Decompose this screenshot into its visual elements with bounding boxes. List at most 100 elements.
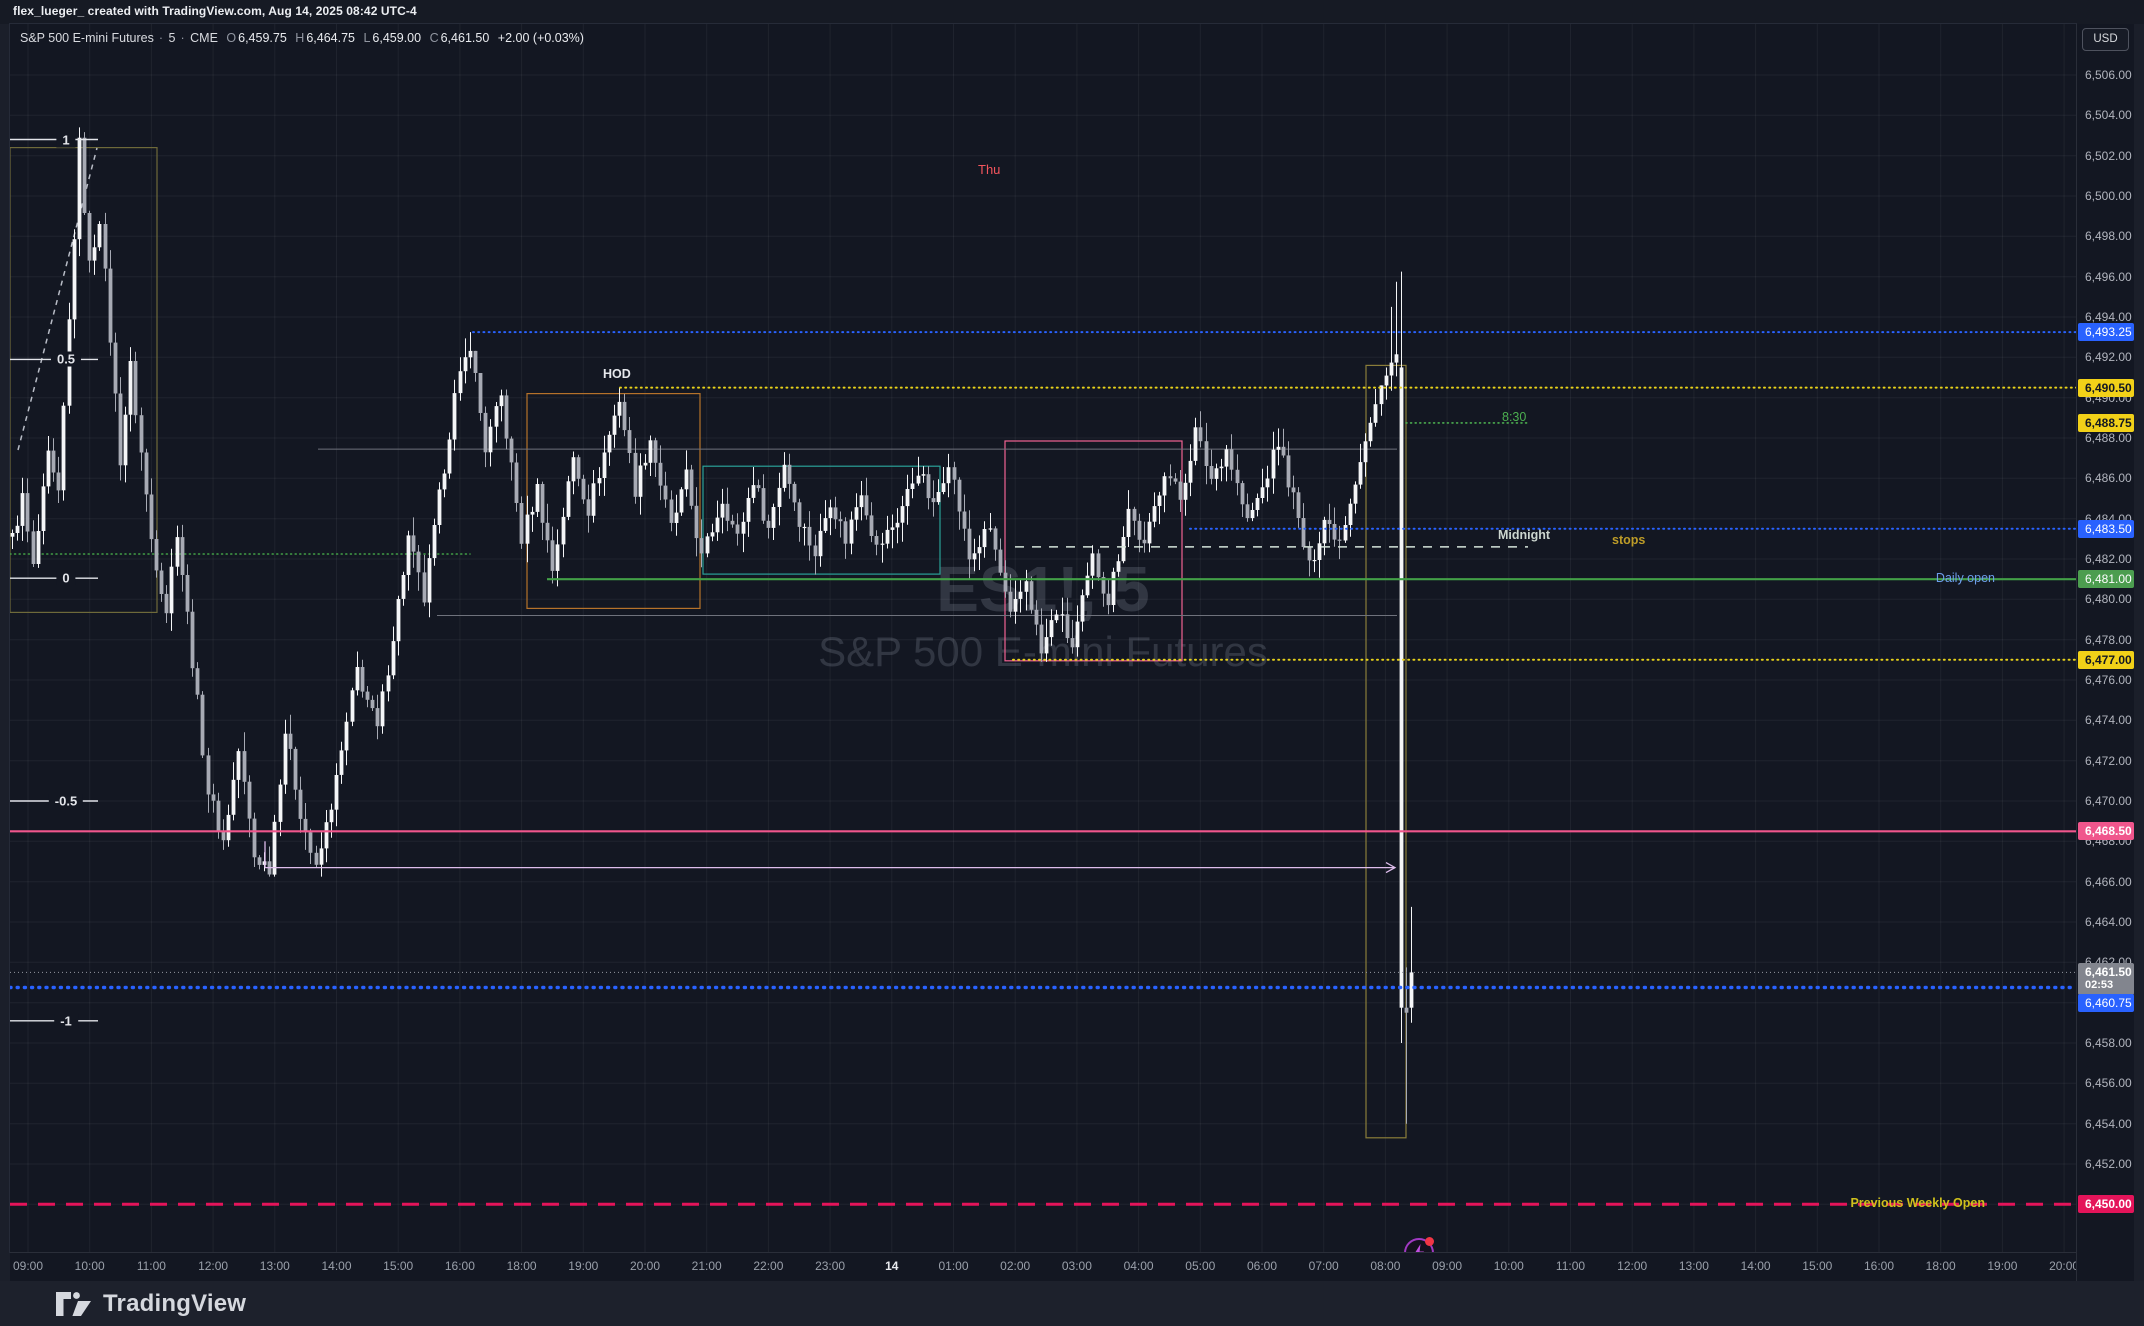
legend-exchange: CME — [190, 31, 218, 45]
time-tick: 19:00 — [1987, 1259, 2018, 1273]
time-tick: 09:00 — [1432, 1259, 1463, 1273]
time-tick: 15:00 — [383, 1259, 414, 1273]
price-badge-646150: 6,461.50 02:53 — [2078, 963, 2134, 996]
time-tick: 12:00 — [1617, 1259, 1648, 1273]
legend-open-value: 6,459.75 — [238, 31, 287, 45]
fib-label-1[interactable]: 1 — [56, 132, 76, 147]
price-badge-649325: 6,493.25 — [2078, 323, 2134, 342]
alert-red-dot — [1425, 1237, 1434, 1246]
time-tick: 20:00 — [2049, 1259, 2080, 1273]
time-tick: 16:00 — [1863, 1259, 1895, 1273]
price-badge-648875: 6,488.75 — [2078, 413, 2134, 432]
legend-high-label: H — [295, 31, 305, 45]
price-badge-648100: 6,481.00 — [2078, 570, 2134, 589]
price-tick: 6,482.00 — [2085, 552, 2132, 566]
price-tick: 6,488.00 — [2085, 431, 2132, 445]
time-tick: 13:00 — [1678, 1259, 1709, 1273]
time-tick: 10:00 — [74, 1259, 105, 1273]
legend-close-value: 6,461.50 — [440, 31, 490, 45]
price-badge-649050: 6,490.50 — [2078, 378, 2134, 397]
box-teal — [702, 465, 941, 575]
footer-bar: TradingView — [0, 1281, 2144, 1326]
price-axis[interactable]: USD 6,506.00 6,504.00 6,502.00 6,500.00 6,49… — [2076, 24, 2134, 1281]
time-tick: 08:00 — [1370, 1259, 1401, 1273]
previous-weekly-open-label: Previous Weekly Open — [1850, 1196, 1985, 1210]
time-tick: 03:00 — [1061, 1259, 1092, 1273]
time-tick: 14:00 — [321, 1259, 352, 1273]
price-tick: 6,492.00 — [2085, 350, 2132, 365]
legend-open-label: O — [226, 31, 237, 45]
time-tick: 07:00 — [1308, 1259, 1339, 1273]
price-tick: 6,494.00 — [2085, 310, 2132, 324]
time-tick: 16:00 — [444, 1259, 475, 1273]
box-olive — [1365, 364, 1407, 1139]
axis-corner — [2076, 1252, 2134, 1281]
price-badge-645000: 6,450.00 — [2078, 1195, 2134, 1214]
symbol-legend: S&P 500 E-mini Futures · 5 · CME O 6,459.75… — [20, 31, 584, 45]
fib-label-0[interactable]: 0 — [56, 570, 76, 586]
price-badge-646850: 6,468.50 — [2078, 822, 2134, 841]
time-tick: 20:00 — [629, 1259, 661, 1273]
price-badge-646075: 6,460.75 — [2078, 993, 2134, 1012]
midnight-label: Midnight — [1498, 528, 1551, 542]
chart-pane[interactable]: ES1!, 5 S&P 500 E-mini Futures S&P 500 E… — [9, 23, 2077, 1268]
open-830-label: 8:30 — [1502, 410, 1527, 424]
time-tick: 15:00 — [1802, 1259, 1833, 1273]
price-tick: 6,466.00 — [2085, 874, 2132, 889]
time-tick: 09:00 — [12, 1259, 44, 1273]
legend-high-value: 6,464.75 — [306, 31, 355, 45]
time-tick: 18:00 — [506, 1259, 537, 1273]
price-tick: 6,470.00 — [2085, 794, 2132, 808]
fib-label-0.5[interactable]: 0.5 — [50, 351, 82, 367]
price-tick: 6,480.00 — [2085, 592, 2132, 607]
time-tick: 18:00 — [1925, 1259, 1956, 1273]
time-tick: 06:00 — [1246, 1259, 1278, 1273]
price-tick: 6,452.00 — [2085, 1157, 2132, 1171]
time-tick: 05:00 — [1185, 1259, 1216, 1273]
price-tick: 6,496.00 — [2085, 269, 2132, 284]
price-badge-647700: 6,477.00 — [2078, 650, 2134, 669]
time-tick: 11:00 — [136, 1259, 166, 1273]
time-axis[interactable]: 09:00 10:00 11:00 12:00 13:00 14:00 15:00 16:00… — [10, 1252, 2079, 1281]
tradingview-logo-text: TradingView — [103, 1290, 247, 1317]
countdown-timer: 02:53 — [2085, 979, 2114, 992]
price-tick: 6,500.00 — [2085, 189, 2132, 203]
time-tick: 13:00 — [259, 1259, 290, 1273]
price-tick: 6,474.00 — [2085, 713, 2132, 728]
price-tick: 6,464.00 — [2085, 915, 2132, 929]
price-tick: 6,476.00 — [2085, 673, 2132, 687]
fib-label--1[interactable]: -1 — [54, 1013, 78, 1029]
time-tick: 12:00 — [198, 1259, 229, 1273]
price-tick: 6,454.00 — [2085, 1116, 2132, 1131]
time-tick: 21:00 — [691, 1259, 722, 1273]
candlestick-chart[interactable] — [10, 24, 2076, 1252]
time-tick: 14:00 — [1740, 1259, 1771, 1273]
tradingview-logo[interactable]: TradingView — [55, 1289, 246, 1319]
box-pink — [1004, 440, 1183, 662]
time-tick: 10:00 — [1493, 1259, 1524, 1273]
price-tick: 6,478.00 — [2085, 632, 2132, 647]
time-tick: 11:00 — [1555, 1259, 1586, 1273]
tradingview-logo-icon — [56, 1292, 91, 1316]
legend-interval[interactable]: 5 — [168, 31, 176, 45]
daily-open-label: Daily open — [1935, 571, 1995, 585]
price-tick: 6,506.00 — [2085, 68, 2132, 82]
time-tick: 02:00 — [1000, 1259, 1031, 1273]
price-tick: 6,458.00 — [2085, 1036, 2132, 1050]
legend-low-value: 6,459.00 — [372, 31, 422, 45]
legend-close-label: C — [429, 31, 439, 45]
legend-low-label: L — [363, 31, 371, 45]
price-tick: 6,486.00 — [2085, 471, 2132, 486]
stops-label: stops — [1612, 533, 1646, 547]
time-tick: 01:00 — [938, 1259, 969, 1273]
hod-label: HOD — [603, 367, 631, 381]
time-tick: 04:00 — [1123, 1259, 1154, 1273]
legend-symbol[interactable]: S&P 500 E-mini Futures — [20, 31, 154, 45]
price-tick: 6,472.00 — [2085, 753, 2132, 768]
fib-label--0.5[interactable]: -0.5 — [48, 793, 84, 809]
day-label-thu: Thu — [978, 162, 1001, 177]
legend-change: +2.00 (+0.03%) — [497, 31, 584, 45]
currency-usd-button[interactable]: USD — [2082, 28, 2129, 51]
time-tick: 23:00 — [815, 1259, 846, 1273]
